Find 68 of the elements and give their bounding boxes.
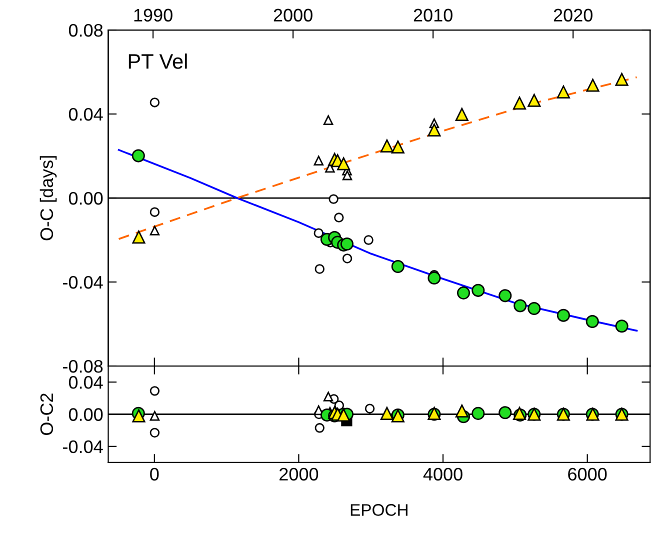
point (428, 123, 441, 136)
point (391, 140, 404, 154)
point (512, 96, 526, 110)
x2-tick-label: 2010 (414, 8, 452, 22)
point (556, 308, 570, 322)
point (586, 78, 600, 92)
x2-tick-label: 2000 (274, 8, 312, 22)
point (364, 404, 375, 414)
point (150, 428, 160, 438)
point (364, 235, 374, 245)
point (615, 72, 628, 86)
point (498, 406, 512, 420)
point (456, 286, 470, 300)
point (528, 302, 541, 315)
x-tick-label: 4000 (423, 468, 462, 481)
point (132, 149, 145, 162)
point (455, 404, 468, 418)
point (132, 409, 146, 422)
point (150, 98, 160, 108)
point (314, 264, 325, 274)
y-axis-title: O-C2 (40, 394, 54, 435)
point (615, 320, 628, 333)
point (528, 94, 541, 107)
x-tick-label: 6000 (568, 468, 607, 481)
point (334, 212, 344, 222)
y-tick-label: -0.08 (63, 360, 103, 373)
y-tick-label: 0.00 (68, 408, 103, 421)
x-axis-title: EPOCH (350, 504, 408, 516)
y-tick-label: 0.04 (68, 108, 103, 121)
point (340, 237, 354, 251)
point (472, 284, 485, 297)
x2-tick-label: 2020 (554, 8, 592, 22)
point (337, 157, 350, 170)
point (556, 85, 570, 98)
point (328, 194, 338, 204)
point (342, 170, 352, 180)
point (323, 392, 334, 402)
point (391, 260, 404, 273)
y-tick-label: 0.00 (68, 192, 103, 205)
line-series (118, 76, 638, 240)
point (150, 226, 160, 236)
y-tick-label: 0.08 (68, 24, 103, 37)
x-tick-label: 2000 (280, 468, 318, 481)
point (428, 271, 441, 285)
point (314, 156, 324, 166)
point (514, 299, 527, 312)
x-tick-label: 0 (150, 468, 159, 481)
point (380, 406, 394, 420)
point (132, 230, 146, 244)
point (314, 228, 324, 238)
point (323, 115, 334, 125)
point (455, 108, 468, 121)
point (150, 410, 160, 421)
x2-tick-label: 1990 (134, 8, 172, 22)
point (150, 386, 160, 396)
point (342, 254, 352, 264)
point (586, 314, 599, 328)
line-series (118, 149, 638, 332)
y-axis-title: O-C [days] (40, 156, 57, 240)
point (314, 423, 325, 433)
y-tick-label: -0.04 (63, 440, 103, 454)
point (380, 139, 394, 152)
point (150, 207, 160, 217)
point (498, 289, 512, 302)
y-tick-label: -0.04 (63, 276, 103, 289)
annotation: PT Vel (128, 54, 187, 69)
point (472, 406, 485, 420)
y-tick-label: 0.04 (68, 376, 103, 389)
